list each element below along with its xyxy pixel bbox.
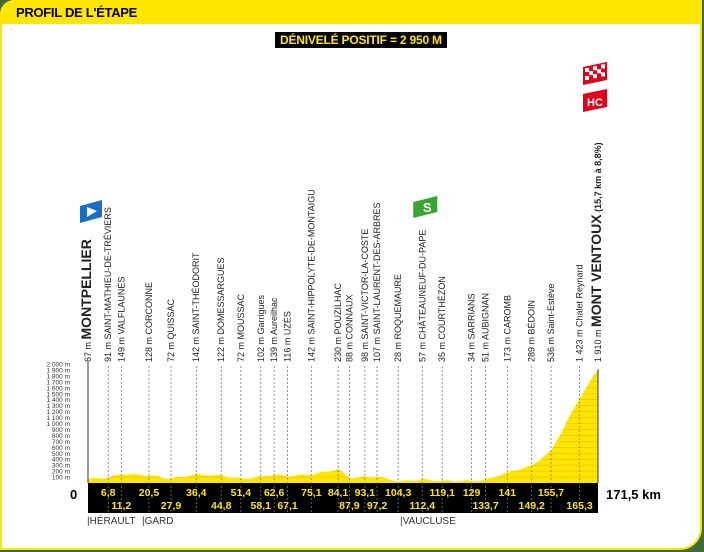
km-label: 20,5	[139, 487, 160, 499]
km-label: 11,2	[111, 500, 131, 512]
km-label: 155,7	[538, 487, 564, 499]
waypoint-label: 230 m POUZILHAC	[333, 282, 343, 362]
km-label: 104,3	[385, 487, 411, 499]
km-label: 44,8	[211, 500, 232, 512]
waypoint-label: 536 m Saint-Estève	[546, 283, 556, 362]
y-tick-label: 800 m	[52, 433, 70, 440]
y-tick-label: 300 m	[52, 463, 70, 470]
km-label: 58,1	[251, 500, 272, 512]
waypoint-label: 98 m SAINT-VICTOR-LA-COSTE	[360, 229, 370, 362]
svg-text:HC: HC	[587, 97, 603, 109]
start-km-label: 0	[70, 487, 78, 502]
y-tick-label: 1 800 m	[47, 373, 71, 380]
km-label: 36,4	[186, 487, 207, 499]
km-label: 149,2	[519, 500, 545, 512]
department-gard: |GARD	[142, 516, 174, 527]
waypoint-label: 51 m AUBIGNAN	[481, 293, 491, 362]
waypoint-label: 88 m CONNAUX	[344, 294, 354, 362]
waypoint-label: 72 m MOUSSAC	[236, 293, 246, 362]
km-label: 6,8	[101, 487, 116, 499]
y-tick-label: 1 500 m	[47, 391, 71, 398]
start-flag-icon	[80, 200, 102, 223]
km-label: 87,9	[339, 500, 360, 512]
y-tick-label: 1 200 m	[47, 409, 71, 416]
km-label: 112,4	[409, 500, 435, 512]
km-label: 133,7	[472, 500, 498, 512]
waypoint-label: 128 m CORCONNE	[144, 282, 154, 362]
km-label: 27,9	[161, 500, 182, 512]
elevation-gain-badge: DÉNIVELÉ POSITIF = 2 950 M	[275, 32, 447, 48]
waypoint-label: 91 m SAINT-MATHIEU-DE-TRÉVIERS	[103, 207, 113, 362]
sprint-icon: S	[413, 196, 438, 218]
y-tick-label: 1 000 m	[47, 421, 71, 428]
y-tick-label: 1 700 m	[47, 379, 71, 386]
waypoint-label: 173 m CAROMB	[502, 295, 512, 362]
y-tick-label: 1 100 m	[47, 415, 71, 422]
svg-text:S: S	[423, 200, 432, 215]
waypoint-label: 139 m Aureilhac	[269, 297, 279, 362]
checkered-flag-icon	[583, 62, 607, 85]
y-tick-label: 1 400 m	[47, 397, 71, 404]
waypoint-label: 1 423 m Chalet Reynard	[575, 264, 585, 362]
waypoint-label: 34 m SARRIANS	[467, 293, 477, 362]
km-label: 67,1	[277, 500, 298, 512]
waypoint-label: 102 m Garrigues	[256, 294, 266, 362]
y-tick-label: 500 m	[52, 451, 70, 458]
waypoint-label: 57 m CHÂTEAUNEUF-DU-PAPE	[417, 230, 427, 362]
y-tick-label: 200 m	[52, 469, 70, 476]
y-tick-label: 1 600 m	[47, 385, 71, 392]
km-label: 84,1	[328, 487, 349, 499]
waypoint-label: 142 m SAINT-THÉODORIT	[191, 252, 201, 362]
waypoint-label: 289 m BÉDOIN	[527, 300, 537, 362]
total-distance-label: 171,5 km	[606, 487, 661, 502]
waypoint-label: 1 910 m MONT VENTOUX (15,7 km à 8,8%)	[588, 142, 604, 362]
km-label: 51,4	[231, 487, 252, 499]
waypoint-label: 142 m SAINT-HIPPOLYTE-DE-MONTAIGU	[306, 189, 316, 362]
y-tick-label: 900 m	[52, 427, 70, 434]
y-tick-label: 600 m	[52, 445, 70, 452]
y-tick-label: 700 m	[52, 439, 70, 446]
km-label: 129	[463, 487, 481, 499]
km-label: 165,3	[566, 500, 592, 512]
km-label: 93,1	[355, 487, 376, 499]
y-tick-label: 400 m	[52, 457, 70, 464]
km-label: 119,1	[429, 487, 455, 499]
y-tick-label: 100 m	[52, 475, 70, 482]
y-tick-label: 1 900 m	[47, 367, 71, 374]
waypoint-label: 72 m QUISSAC	[166, 298, 176, 362]
header-bar: PROFIL DE L'ÉTAPE	[2, 0, 700, 24]
waypoint-label: 35 m COURTHÉZON	[437, 276, 447, 362]
department-herault: |HÉRAULT	[87, 516, 136, 527]
page-title: PROFIL DE L'ÉTAPE	[16, 5, 138, 20]
waypoint-label: 122 m DOMESSARGUES	[216, 257, 226, 362]
y-tick-label: 2 000 m	[47, 362, 71, 369]
km-label: 97,2	[367, 500, 388, 512]
hc-climb-icon: HC	[583, 89, 607, 112]
department-vaucluse: |VAUCLUSE	[400, 516, 456, 527]
elevation-profile-area	[88, 369, 598, 483]
waypoint-label: 67 m MONTPELLIER	[78, 239, 94, 362]
km-label: 141	[499, 487, 517, 499]
waypoint-label: 107 m SAINT-LAURENT-DES-ARBRES	[372, 202, 382, 362]
distance-strip	[88, 483, 598, 513]
km-label: 62,6	[264, 487, 285, 499]
y-tick-label: 1 300 m	[47, 403, 71, 410]
waypoint-label: 28 m ROQUEMAURE	[393, 274, 403, 362]
waypoint-label: 149 m VALFLAUNÈS	[116, 277, 126, 362]
waypoint-label: 116 m UZÈS	[283, 311, 293, 362]
km-label: 75,1	[301, 487, 322, 499]
